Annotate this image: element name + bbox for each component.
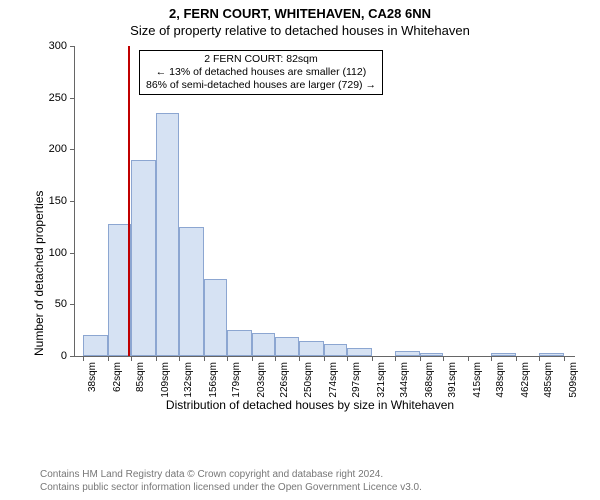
histogram-bar [275,337,299,356]
x-tick [468,356,469,361]
x-tick-label: 391sqm [447,362,458,398]
x-tick-label: 509sqm [568,362,579,398]
histogram-bar [204,279,227,357]
x-tick [347,356,348,361]
histogram-bar [252,333,275,356]
x-tick-label: 344sqm [399,362,410,398]
y-axis-label: Number of detached properties [32,191,46,356]
x-tick [204,356,205,361]
histogram-bar [131,160,155,356]
page-title-address: 2, FERN COURT, WHITEHAVEN, CA28 6NN [0,0,600,21]
x-tick-label: 109sqm [160,362,171,398]
x-tick-label: 132sqm [183,362,194,398]
x-tick [443,356,444,361]
y-tick-label: 250 [49,92,67,104]
footer-line-2: Contains public sector information licen… [40,481,422,494]
y-tick [70,46,75,47]
x-tick [420,356,421,361]
x-axis-label: Distribution of detached houses by size … [40,398,580,412]
x-tick-label: 438sqm [495,362,506,398]
histogram-bar [539,353,563,356]
x-tick [516,356,517,361]
x-tick [299,356,300,361]
y-tick-label: 0 [61,350,67,362]
x-tick-label: 274sqm [328,362,339,398]
x-tick [156,356,157,361]
y-tick-label: 200 [49,143,67,155]
x-tick-label: 368sqm [424,362,435,398]
annotation-line-3: 86% of semi-detached houses are larger (… [146,79,376,92]
histogram-bar [420,353,443,356]
x-tick [395,356,396,361]
histogram-bar [491,353,515,356]
property-marker-line [128,46,130,356]
x-tick-label: 462sqm [520,362,531,398]
page-title-subtitle: Size of property relative to detached ho… [0,21,600,42]
histogram-bar [179,227,203,356]
plot-area: 2 FERN COURT: 82sqm ← 13% of detached ho… [74,46,575,357]
x-tick [227,356,228,361]
y-tick [70,253,75,254]
histogram-bar [347,348,371,356]
annotation-line-2: ← 13% of detached houses are smaller (11… [146,66,376,79]
x-tick-label: 485sqm [543,362,554,398]
y-tick [70,304,75,305]
x-tick [324,356,325,361]
annotation-box: 2 FERN COURT: 82sqm ← 13% of detached ho… [139,50,383,95]
y-tick [70,149,75,150]
y-tick-label: 50 [55,298,67,310]
y-tick [70,201,75,202]
x-tick [372,356,373,361]
histogram-bar [299,341,323,357]
x-tick [564,356,565,361]
histogram-bar [324,344,347,356]
histogram-bar [83,335,107,356]
x-tick [491,356,492,361]
histogram-bar [156,113,179,356]
x-tick-label: 179sqm [231,362,242,398]
x-tick-label: 38sqm [87,362,98,392]
histogram-bar [395,351,419,356]
x-tick-label: 203sqm [256,362,267,398]
y-tick [70,98,75,99]
y-tick [70,356,75,357]
x-tick-label: 156sqm [208,362,219,398]
x-tick [179,356,180,361]
histogram-bar [227,330,251,356]
y-tick-label: 150 [49,195,67,207]
annotation-line-1: 2 FERN COURT: 82sqm [146,53,376,66]
x-tick-label: 250sqm [303,362,314,398]
chart-container: Number of detached properties 2 FERN COU… [40,46,580,416]
footer-line-1: Contains HM Land Registry data © Crown c… [40,468,422,481]
y-tick-label: 300 [49,40,67,52]
x-tick [131,356,132,361]
x-tick-label: 62sqm [112,362,123,392]
x-tick-label: 226sqm [279,362,290,398]
x-tick [83,356,84,361]
x-tick-label: 321sqm [376,362,387,398]
footer: Contains HM Land Registry data © Crown c… [40,468,422,494]
x-tick [108,356,109,361]
x-tick [252,356,253,361]
x-tick [539,356,540,361]
x-tick-label: 85sqm [135,362,146,392]
y-tick-label: 100 [49,247,67,259]
x-tick-label: 297sqm [351,362,362,398]
x-tick-label: 415sqm [472,362,483,398]
x-tick [275,356,276,361]
